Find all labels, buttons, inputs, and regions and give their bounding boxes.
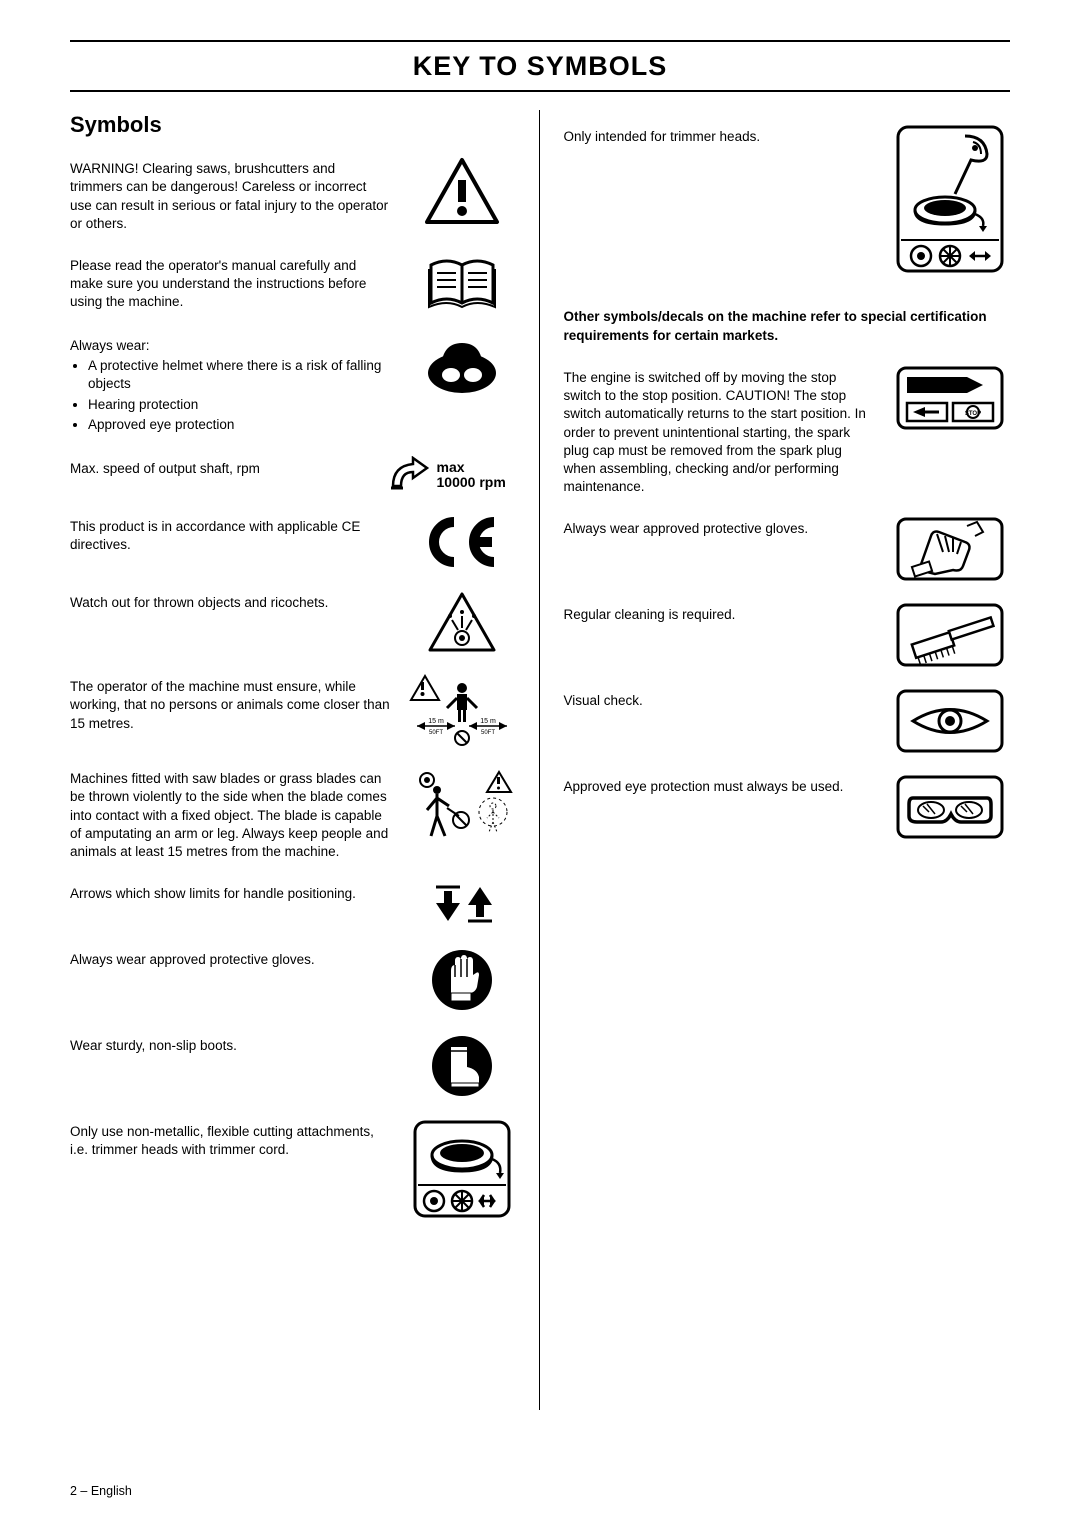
page-footer: 2 – English [70, 1483, 132, 1500]
entry-distance: The operator of the machine must ensure,… [70, 674, 517, 746]
ppe-head-icon [407, 333, 517, 397]
entry-text: Wear sturdy, non-slip boots. [70, 1033, 397, 1055]
eye-box-icon [890, 688, 1010, 754]
rpm-icon: max 10000 rpm [387, 456, 517, 494]
blade-kickback-icon [407, 766, 517, 846]
brush-box-icon [890, 602, 1010, 668]
gloves-circle-icon [407, 947, 517, 1013]
entry-text: The operator of the machine must ensure,… [70, 674, 397, 733]
entry-text: Max. speed of output shaft, rpm [70, 456, 377, 478]
dist-m-label: 15 m [428, 718, 444, 725]
entry-text: The engine is switched off by moving the… [564, 365, 881, 497]
safe-distance-icon: 15 m 15 m 50FT 50FT [407, 674, 517, 746]
left-column: Symbols WARNING! Clearing saws, brushcut… [70, 110, 539, 1410]
entry-text: This product is in accordance with appli… [70, 514, 397, 554]
entry-ppe: Always wear: A protective helmet where t… [70, 333, 517, 436]
rpm-max: max [437, 460, 506, 475]
entry-text: Always wear: A protective helmet where t… [70, 333, 397, 436]
warning-triangle-icon [407, 156, 517, 226]
page: KEY TO SYMBOLS Symbols WARNING! Clearing… [0, 0, 1080, 1528]
list-lead: Always wear: [70, 338, 150, 353]
entry-text: Arrows which show limits for handle posi… [70, 881, 397, 903]
dist-ft-label: 50FT [480, 730, 494, 736]
arrows-up-down-icon [407, 881, 517, 927]
entry-arrows: Arrows which show limits for handle posi… [70, 881, 517, 927]
entry-gloves-box: Always wear approved protective gloves. [564, 516, 1011, 582]
rpm-value: 10000 rpm [437, 475, 506, 490]
entry-text: Only use non-metallic, flexible cutting … [70, 1119, 397, 1159]
entry-trimmer-head: Only use non-metallic, flexible cutting … [70, 1119, 517, 1219]
list-item: Approved eye protection [88, 416, 391, 434]
entry-gloves: Always wear approved protective gloves. [70, 947, 517, 1013]
entry-text: Approved eye protection must always be u… [564, 774, 881, 796]
dist-ft-label: 50FT [428, 730, 442, 736]
entry-text: Only intended for trimmer heads. [564, 124, 881, 146]
gloves-box-icon [890, 516, 1010, 582]
entry-thrown: Watch out for thrown objects and ricoche… [70, 590, 517, 654]
entry-visual-check: Visual check. [564, 688, 1011, 754]
columns: Symbols WARNING! Clearing saws, brushcut… [70, 110, 1010, 1410]
entry-text: Visual check. [564, 688, 881, 710]
trimmer-head-box-icon [407, 1119, 517, 1219]
stop-switch-box-icon: STOP [890, 365, 1010, 431]
entry-rpm: Max. speed of output shaft, rpm max 1000… [70, 456, 517, 494]
list-item: Hearing protection [88, 396, 391, 414]
right-column: Only intended for trimmer heads. [539, 110, 1011, 1410]
entry-text: Other symbols/decals on the machine refe… [564, 304, 1011, 344]
list-item: A protective helmet where there is a ris… [88, 357, 391, 393]
boots-circle-icon [407, 1033, 517, 1099]
trimmer-combo-box-icon [890, 124, 1010, 274]
entry-text: Always wear approved protective gloves. [564, 516, 881, 538]
rpm-label: max 10000 rpm [437, 460, 506, 491]
thrown-objects-icon [407, 590, 517, 654]
entry-bold-note: Other symbols/decals on the machine refe… [564, 304, 1011, 344]
entry-kickback: Machines fitted with saw blades or grass… [70, 766, 517, 861]
page-title: KEY TO SYMBOLS [70, 48, 1010, 84]
entry-boots: Wear sturdy, non-slip boots. [70, 1033, 517, 1099]
entry-text: WARNING! Clearing saws, brushcutters and… [70, 156, 397, 233]
section-heading: Symbols [70, 110, 517, 140]
dist-m-label: 15 m [480, 718, 496, 725]
entry-goggles: Approved eye protection must always be u… [564, 774, 1011, 840]
entry-warning: WARNING! Clearing saws, brushcutters and… [70, 156, 517, 233]
ppe-list: A protective helmet where there is a ris… [88, 357, 391, 434]
entry-stop-switch: The engine is switched off by moving the… [564, 365, 1011, 497]
ce-mark-icon [407, 514, 517, 570]
entry-text: Please read the operator's manual carefu… [70, 253, 397, 312]
goggles-box-icon [890, 774, 1010, 840]
manual-book-icon [407, 253, 517, 313]
entry-trimmer-combo: Only intended for trimmer heads. [564, 124, 1011, 274]
entry-ce: This product is in accordance with appli… [70, 514, 517, 570]
title-bar: KEY TO SYMBOLS [70, 40, 1010, 92]
entry-text: Watch out for thrown objects and ricoche… [70, 590, 397, 612]
entry-manual: Please read the operator's manual carefu… [70, 253, 517, 313]
entry-text: Always wear approved protective gloves. [70, 947, 397, 969]
entry-text: Regular cleaning is required. [564, 602, 881, 624]
entry-text: Machines fitted with saw blades or grass… [70, 766, 397, 861]
svg-text:STOP: STOP [965, 411, 981, 417]
entry-cleaning: Regular cleaning is required. [564, 602, 1011, 668]
